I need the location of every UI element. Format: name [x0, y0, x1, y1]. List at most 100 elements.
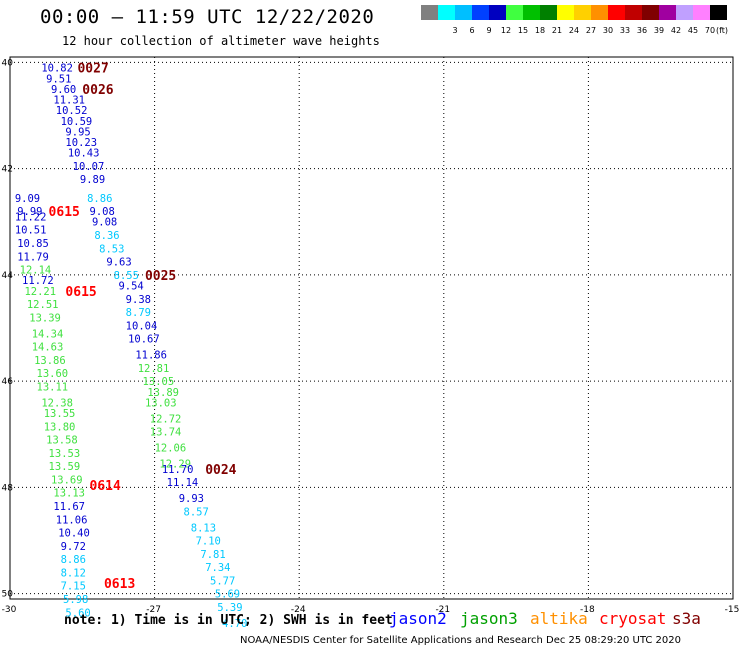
wave-height-value: 5.39	[217, 602, 242, 614]
legend-label: 42	[670, 26, 682, 35]
wave-height-value: 13.60	[37, 368, 69, 380]
wave-height-value: 13.13	[53, 488, 85, 500]
pass-time-marker: 0615	[49, 205, 80, 220]
legend-label: 3	[452, 26, 458, 35]
map-title: 00:00 – 11:59 UTC 12/22/2020	[40, 6, 375, 28]
legend-swatch	[540, 5, 557, 20]
wave-height-value: 7.34	[205, 562, 230, 574]
wave-height-value: 8.53	[99, 243, 124, 255]
wave-height-value: 9.08	[92, 217, 117, 229]
satellite-label-altika: altika	[530, 609, 588, 628]
pass-time-marker: 0613	[104, 577, 135, 592]
legend-swatch	[642, 5, 659, 20]
pass-time-marker: 0025	[145, 269, 176, 284]
wave-height-value: 8.36	[94, 230, 119, 242]
wave-height-value: 13.74	[150, 427, 182, 439]
legend-swatch	[659, 5, 676, 20]
pass-time-marker: 0615	[65, 285, 96, 300]
legend-label: 24	[568, 26, 580, 35]
wave-height-value: 9.99	[17, 206, 42, 218]
pass-time-marker: 0614	[90, 479, 121, 494]
wave-height-value: 13.39	[29, 312, 61, 324]
legend-swatch	[608, 5, 625, 20]
wave-height-value: 11.86	[135, 350, 167, 362]
legend-swatch	[693, 5, 710, 20]
wave-height-value: 9.09	[15, 193, 40, 205]
wave-height-value: 9.38	[126, 294, 151, 306]
legend-swatch	[710, 5, 727, 20]
wave-height-value: 8.13	[191, 522, 216, 534]
wave-height-value: 9.95	[65, 126, 90, 138]
map-subtitle: 12 hour collection of altimeter wave hei…	[62, 34, 380, 48]
wave-height-value: 13.86	[34, 355, 66, 367]
lon-tick-label: -24	[291, 605, 306, 615]
wave-height-value: 10.85	[17, 238, 49, 250]
wave-height-value: 8.55	[114, 270, 139, 282]
wave-height-value: 8.79	[126, 307, 151, 319]
wave-height-value: 10.40	[58, 528, 90, 540]
wave-height-value: 10.07	[73, 161, 105, 173]
legend-label: 39	[653, 26, 665, 35]
legend-swatch	[523, 5, 540, 20]
wave-height-value: 11.79	[17, 251, 49, 263]
wave-height-value: 9.72	[61, 541, 86, 553]
pass-time-marker: 0024	[205, 463, 236, 478]
lat-tick-label: 46	[2, 377, 14, 387]
wave-height-value: 12.21	[24, 286, 56, 298]
wave-height-value: 9.08	[90, 206, 115, 218]
wave-height-value: 12.81	[138, 363, 170, 375]
legend-swatch	[455, 5, 472, 20]
wave-height-value: 13.58	[46, 435, 78, 447]
lat-tick-label: 50	[2, 590, 14, 600]
wave-height-value: 5.98	[63, 594, 88, 606]
lon-tick-label: -15	[725, 605, 740, 615]
wave-height-value: 11.14	[167, 477, 199, 489]
wave-height-value: 12.29	[159, 459, 191, 471]
wave-height-value: 10.04	[126, 320, 158, 332]
wave-height-value: 5.60	[65, 607, 90, 619]
legend-label: 30	[602, 26, 614, 35]
lat-tick-label: 40	[2, 58, 14, 68]
wave-height-value: 12.06	[155, 443, 187, 455]
legend-swatch	[421, 5, 438, 20]
wave-height-value: 9.93	[179, 493, 204, 505]
map-frame	[9, 56, 734, 600]
wave-height-value: 11.72	[22, 275, 54, 287]
legend-swatch	[472, 5, 489, 20]
legend-label: 18	[534, 26, 546, 35]
lon-tick-label: -30	[2, 605, 17, 615]
wave-height-value: 10.59	[61, 116, 93, 128]
wave-height-value: 9.54	[118, 280, 143, 292]
wave-height-value: 13.59	[49, 461, 81, 473]
wave-height-value: 13.05	[143, 376, 175, 388]
wave-height-value: 14.34	[32, 328, 64, 340]
legend-label: 36	[636, 26, 648, 35]
legend-swatch	[506, 5, 523, 20]
legend-label: 15	[517, 26, 529, 35]
pass-time-marker: 0027	[77, 62, 108, 77]
wave-height-value: 8.57	[184, 506, 209, 518]
wave-height-value: 13.69	[51, 474, 83, 486]
wave-height-value: 7.81	[200, 549, 225, 561]
wave-height-value: 14.63	[32, 342, 64, 354]
units-note: note: 1) Time is in UTC; 2) SWH is in fe…	[64, 613, 393, 628]
wave-height-value: 7.15	[61, 581, 86, 593]
legend-label: 21	[551, 26, 563, 35]
legend-label: 9	[486, 26, 492, 35]
wave-height-value: 13.53	[49, 448, 81, 460]
wave-height-value: 13.03	[145, 397, 177, 409]
legend-label: 27	[585, 26, 597, 35]
wave-height-value: 10.52	[56, 105, 88, 117]
wave-height-value: 13.80	[44, 421, 76, 433]
wave-height-value: 9.51	[46, 73, 71, 85]
wave-height-value: 5.69	[215, 589, 240, 601]
legend-swatch	[557, 5, 574, 20]
wave-height-value: 9.63	[106, 257, 131, 269]
satellite-label-jason3: jason3	[460, 609, 518, 628]
wave-height-value: 11.31	[53, 95, 85, 107]
wave-height-value: 12.51	[27, 299, 59, 311]
legend-label: 6	[469, 26, 475, 35]
wave-height-value: 8.86	[87, 193, 112, 205]
wave-height-value: 12.38	[41, 397, 73, 409]
